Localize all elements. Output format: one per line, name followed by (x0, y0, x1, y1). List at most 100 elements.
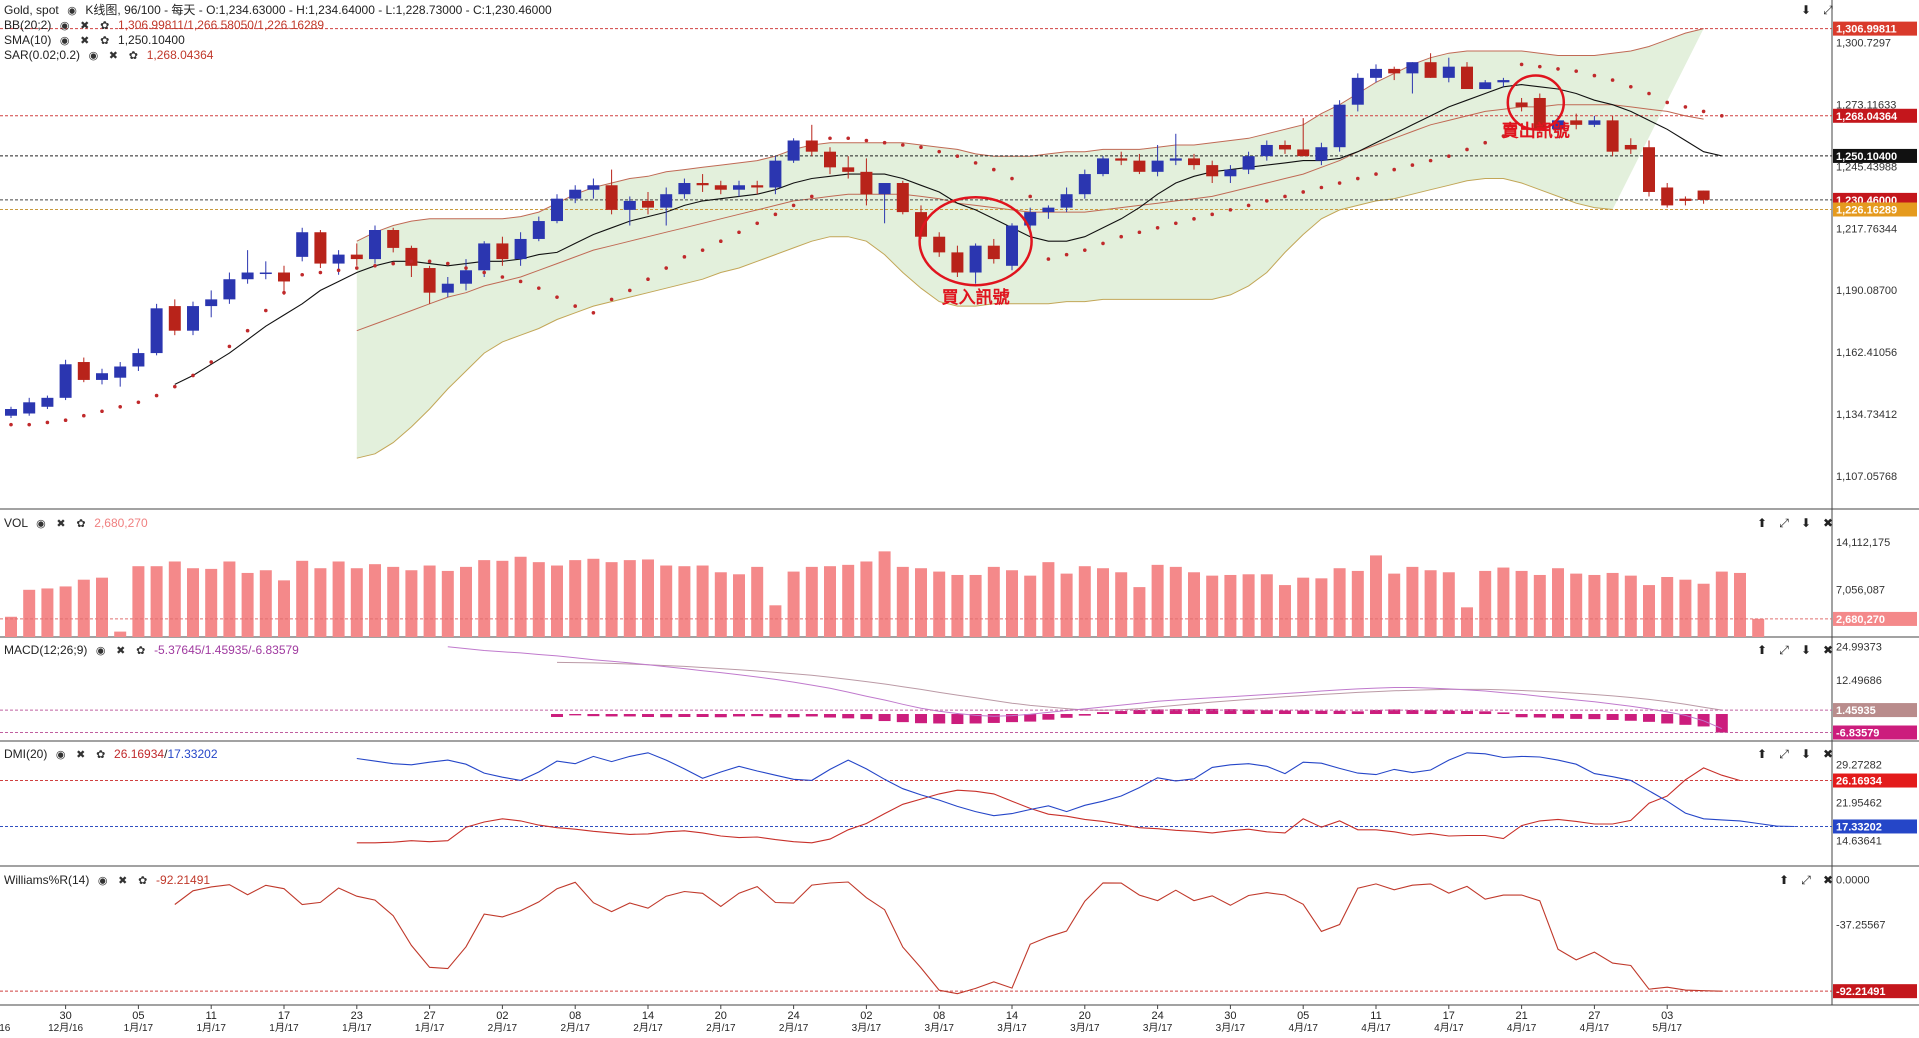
candle-body (1115, 158, 1128, 161)
gear-icon[interactable]: ✿ (100, 20, 110, 32)
macd-histogram-bar (1479, 711, 1492, 715)
macd-histogram-bar (1315, 710, 1328, 715)
macd-value-label: -6.83579 (1833, 725, 1917, 740)
gear-icon[interactable]: ✿ (136, 645, 146, 657)
expand-icon[interactable]: ⤢ (1779, 747, 1789, 761)
expand-icon[interactable]: ⤢ (1779, 516, 1789, 530)
volume-bar (933, 571, 946, 637)
sar-dot (136, 400, 141, 405)
candle-body (1133, 160, 1146, 172)
volume-bar (150, 566, 163, 637)
macd-signal-label-text: 1.45935 (1836, 705, 1876, 717)
volume-bar (405, 570, 418, 637)
arrow-up-icon[interactable]: ⬆ (1756, 747, 1768, 761)
macd-histogram-bar (933, 714, 946, 724)
gear-icon[interactable]: ✿ (96, 749, 106, 761)
time-tick-day: 02 (496, 1010, 508, 1022)
close-icon[interactable]: ✖ (118, 875, 128, 887)
macd-signal-line (556, 661, 1722, 711)
main-y-tick: 1,300.7297 (1836, 38, 1891, 50)
candle (696, 174, 709, 192)
dmi-minus-label-text: 17.33202 (1836, 821, 1882, 833)
macd-histogram-bar (1497, 712, 1510, 715)
eye-icon[interactable]: ◉ (59, 35, 70, 47)
sar-dot (1538, 64, 1542, 69)
arrow-down-icon[interactable]: ⬇ (1800, 3, 1812, 17)
volume-bar (1442, 572, 1455, 637)
wr-legend: Williams%R(14) ◉ ✖ ✿ -92.21491 (4, 873, 210, 889)
time-tick-month: 4月/17 (1361, 1022, 1391, 1033)
eye-icon[interactable]: ◉ (55, 749, 66, 761)
sar-dot (518, 279, 523, 284)
expand-icon[interactable]: ⤢ (1801, 873, 1811, 887)
close-icon[interactable]: ✖ (1822, 747, 1834, 761)
sar-dot (1283, 194, 1287, 199)
expand-icon[interactable]: ⤢ (1779, 643, 1789, 657)
sar-dot (1246, 203, 1251, 208)
wr-value-label: -92.21491 (1833, 984, 1917, 999)
candle (1606, 115, 1619, 157)
candle (933, 232, 946, 257)
candle (1533, 93, 1546, 132)
time-tick-day: 30 (59, 1010, 71, 1022)
volume-bar (496, 560, 509, 637)
eye-icon[interactable]: ◉ (95, 645, 106, 657)
time-tick-day: 17 (1443, 1010, 1455, 1022)
price-label-bbUpper-bg (1833, 21, 1917, 36)
candle-body (1006, 225, 1018, 266)
candle (278, 265, 290, 295)
close-icon[interactable]: ✖ (1822, 516, 1834, 530)
macd-histogram-bar (1424, 710, 1437, 715)
gear-icon[interactable]: ✿ (138, 875, 148, 887)
eye-icon[interactable]: ◉ (36, 518, 46, 530)
candle-body (387, 230, 400, 248)
sar-dot (1228, 208, 1233, 212)
candle-body (332, 254, 345, 264)
close-icon[interactable]: ✖ (1822, 643, 1834, 657)
gear-icon[interactable]: ✿ (100, 35, 110, 47)
arrow-down-icon[interactable]: ⬇ (1800, 747, 1812, 761)
macd-pane-controls: ⬆ ⤢ ⬇ ✖ (1751, 643, 1839, 658)
macd-histogram-bar (1552, 714, 1564, 719)
arrow-down-icon[interactable]: ⬇ (1800, 516, 1812, 530)
volume-bar (460, 566, 472, 637)
volume-bar (1151, 564, 1164, 637)
eye-icon[interactable]: ◉ (59, 20, 70, 32)
close-icon[interactable]: ✖ (56, 518, 66, 530)
macd-histogram-bar (1279, 710, 1291, 715)
close-icon[interactable]: ✖ (116, 645, 126, 657)
candle-body (1570, 120, 1583, 125)
candle-body (1206, 165, 1219, 177)
sar-dot (1265, 199, 1269, 203)
candle (168, 299, 181, 336)
gear-icon[interactable]: ✿ (128, 50, 138, 62)
price-label-sma: 1,250.10400 (1833, 148, 1917, 163)
candle (805, 124, 818, 157)
macd-histogram-bar (1006, 714, 1018, 723)
close-icon[interactable]: ✖ (108, 50, 118, 62)
close-icon[interactable]: ✖ (80, 20, 90, 32)
sar-dot (573, 304, 577, 308)
volume-bar (1515, 570, 1528, 637)
eye-icon[interactable]: ◉ (97, 875, 108, 887)
volume-bar (23, 589, 36, 637)
arrow-down-icon[interactable]: ⬇ (1800, 643, 1812, 657)
sar-dot (1410, 163, 1415, 167)
sar-dot (318, 270, 323, 275)
arrow-up-icon[interactable]: ⬆ (1756, 643, 1768, 657)
close-icon[interactable]: ✖ (80, 35, 90, 47)
arrow-up-icon[interactable]: ⬆ (1756, 516, 1768, 530)
close-icon[interactable]: ✖ (1822, 873, 1834, 887)
eye-icon[interactable]: ◉ (88, 50, 99, 62)
macd-histogram-bar (1242, 709, 1255, 715)
candle-body (496, 243, 509, 260)
candle (642, 191, 654, 215)
eye-icon[interactable]: ◉ (67, 5, 77, 17)
macd-histogram-bar (1115, 711, 1128, 715)
sar-dot (63, 418, 68, 423)
close-icon[interactable]: ✖ (76, 749, 86, 761)
expand-icon[interactable]: ⤢ (1823, 3, 1833, 17)
gear-icon[interactable]: ✿ (76, 518, 86, 530)
arrow-up-icon[interactable]: ⬆ (1778, 873, 1790, 887)
volume-bar (842, 564, 855, 637)
